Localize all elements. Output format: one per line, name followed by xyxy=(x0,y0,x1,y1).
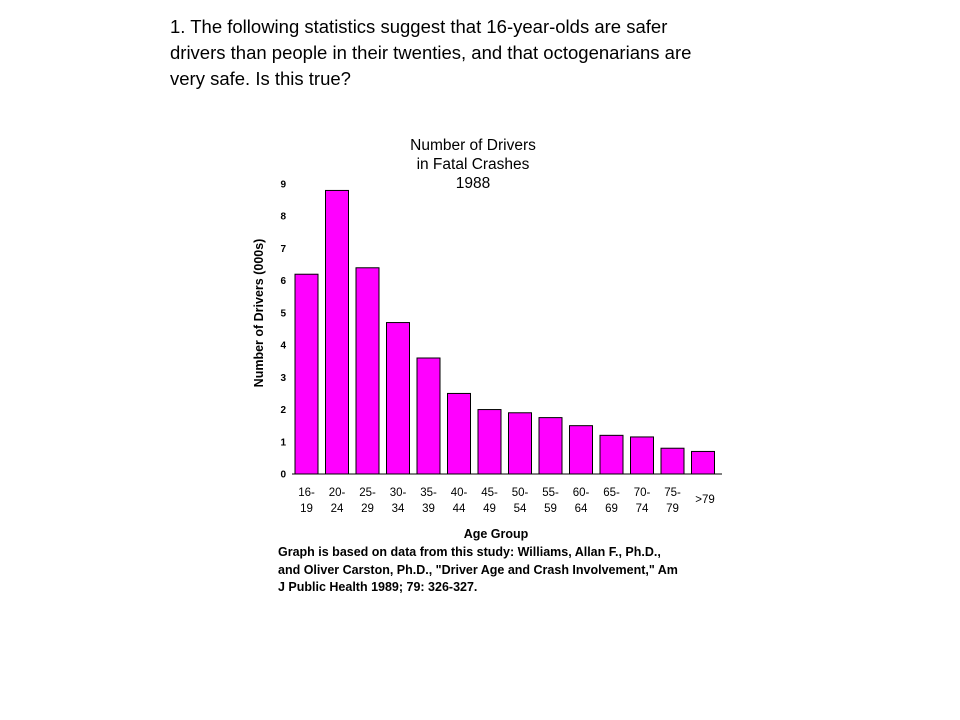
x-tick-label: 75- xyxy=(664,487,681,499)
bar xyxy=(355,267,380,475)
question-line: 1. The following statistics suggest that… xyxy=(170,16,668,37)
y-axis-ticks: 0 1 2 3 4 5 6 7 8 9 xyxy=(280,180,286,481)
x-tick-label: 25- xyxy=(359,487,376,499)
y-axis-title: Number of Drivers (000s) xyxy=(252,239,266,388)
y-tick-label: 8 xyxy=(280,212,286,223)
question-text: 1. The following statistics suggest that… xyxy=(170,14,810,92)
bar xyxy=(508,412,532,475)
x-tick-label: 35- xyxy=(420,487,437,499)
bar xyxy=(294,273,319,475)
x-tick-label: 45- xyxy=(481,487,498,499)
bar xyxy=(447,392,471,475)
x-tick-label: 40- xyxy=(451,487,468,499)
source-line: Graph is based on data from this study: … xyxy=(278,545,661,559)
x-tick-label: 24 xyxy=(331,503,344,515)
x-tick-label: 29 xyxy=(361,503,374,515)
y-tick-label: 4 xyxy=(280,341,286,352)
x-tick-label: 54 xyxy=(514,503,527,515)
x-tick-label: 16- xyxy=(298,487,315,499)
question-line: very safe. Is this true? xyxy=(170,68,351,89)
x-tick-label: 19 xyxy=(300,503,313,515)
y-tick-label: 5 xyxy=(280,308,286,319)
y-tick-label: 0 xyxy=(280,470,286,481)
y-tick-label: 9 xyxy=(280,180,286,191)
bar xyxy=(630,436,654,475)
bar xyxy=(325,189,349,475)
bar xyxy=(660,447,685,475)
bar xyxy=(599,434,624,475)
x-tick-label: 34 xyxy=(392,503,405,515)
x-tick-label: 59 xyxy=(544,503,557,515)
source-line: J Public Health 1989; 79: 326-327. xyxy=(278,580,478,594)
x-tick-label: 64 xyxy=(575,503,588,515)
chart-title-line: in Fatal Crashes xyxy=(417,156,530,173)
x-tick-label: 65- xyxy=(603,487,620,499)
x-tick-label: 44 xyxy=(453,503,466,515)
chart-title-line: Number of Drivers xyxy=(410,137,536,154)
x-tick-label: 55- xyxy=(542,487,559,499)
y-tick-label: 1 xyxy=(280,437,286,448)
bar xyxy=(477,409,502,475)
bar xyxy=(569,425,593,475)
bars xyxy=(294,189,715,475)
y-tick-label: 7 xyxy=(280,244,286,255)
bar xyxy=(691,450,715,475)
x-axis-ticks: 16- 19 20- 24 25- 29 30- 34 35- 39 40- 44 45- 49 50- 54… xyxy=(298,487,715,515)
chart-title-line: 1988 xyxy=(456,175,490,192)
x-tick-label: 49 xyxy=(483,503,496,515)
x-tick-label: 74 xyxy=(636,503,649,515)
x-tick-label: 50- xyxy=(512,487,529,499)
bar xyxy=(386,322,410,475)
x-tick-label: 60- xyxy=(573,487,590,499)
x-tick-label: 39 xyxy=(422,503,435,515)
y-tick-label: 3 xyxy=(280,373,286,384)
x-axis-title: Age Group xyxy=(464,527,529,541)
y-tick-label: 6 xyxy=(280,276,286,287)
x-tick-label: 69 xyxy=(605,503,618,515)
x-tick-label: 70- xyxy=(634,487,651,499)
y-tick-label: 2 xyxy=(280,405,286,416)
source-line: and Oliver Carston, Ph.D., "Driver Age a… xyxy=(278,562,678,577)
x-tick-label: 79 xyxy=(666,503,679,515)
x-tick-label: 20- xyxy=(329,487,346,499)
bar xyxy=(416,357,441,475)
bar xyxy=(538,417,563,475)
question-line: drivers than people in their twenties, a… xyxy=(170,42,692,63)
source-citation: Graph is based on data from this study: … xyxy=(278,544,738,597)
x-tick-label: >79 xyxy=(695,494,715,506)
x-tick-label: 30- xyxy=(390,487,407,499)
